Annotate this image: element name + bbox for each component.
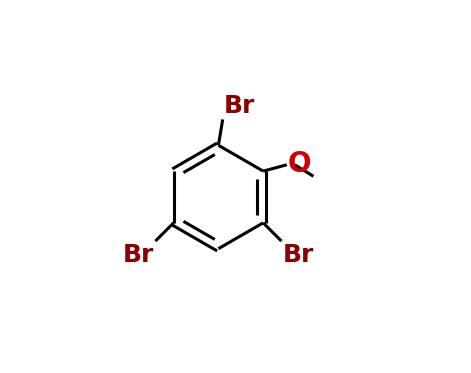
Text: Br: Br [283,242,314,267]
Text: Br: Br [122,242,154,267]
Text: O: O [288,150,311,178]
Text: Br: Br [224,94,256,118]
